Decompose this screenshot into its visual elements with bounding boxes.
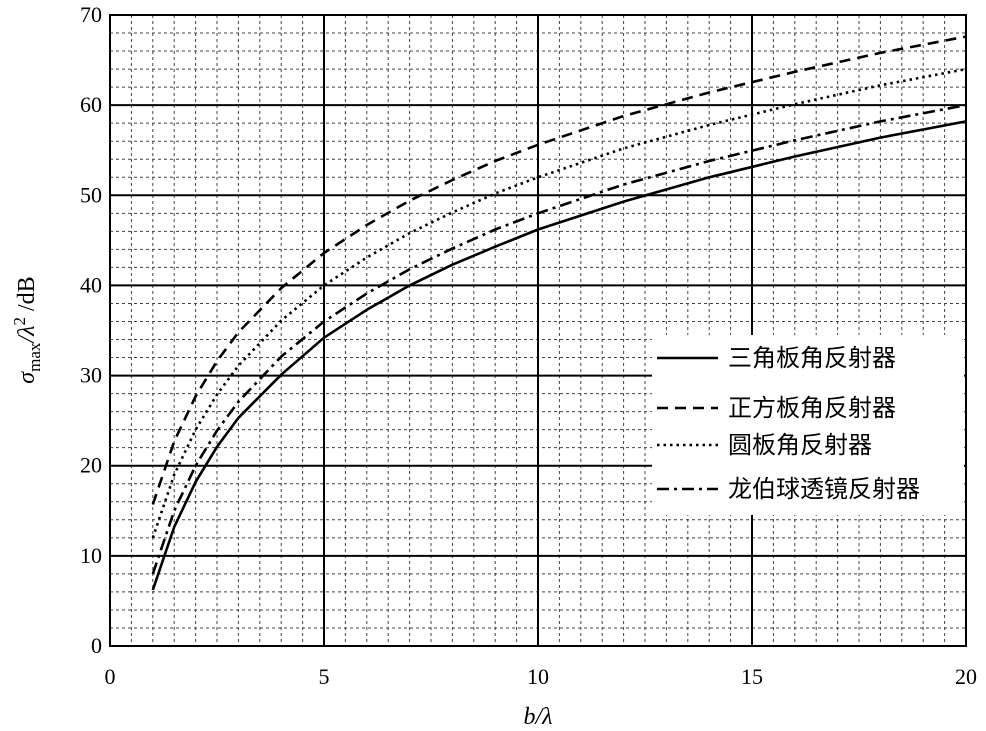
y-label-subscript: max	[25, 342, 44, 372]
x-tick-label: 20	[955, 664, 977, 689]
x-tick-label: 0	[105, 664, 116, 689]
plot-frame	[109, 14, 967, 647]
x-tick-label: 10	[527, 664, 549, 689]
series-line-4	[151, 103, 967, 575]
y-tick-label: 40	[80, 272, 102, 297]
x-tick-label: 5	[319, 664, 330, 689]
y-tick-label: 60	[80, 92, 102, 117]
y-label-superscript: 2	[10, 317, 29, 326]
y-tick-label: 20	[80, 453, 102, 478]
y-label-sigma: σ	[14, 371, 40, 384]
y-label-unit: /dB	[14, 276, 40, 317]
series-line-3	[151, 67, 967, 539]
legend-label-1: 三角板角反射器	[728, 344, 896, 372]
x-axis-label: b/λ	[523, 704, 552, 730]
y-label-lambda: /λ	[14, 326, 40, 345]
axis-ticks: 0 5 10 15 20 0 10 20 30 40 50 60 70	[80, 2, 977, 689]
y-axis-label: σmax/λ2 /dB	[10, 276, 44, 383]
x-tick-label: 15	[741, 664, 763, 689]
series-line-2	[151, 35, 967, 505]
y-tick-label: 0	[91, 633, 102, 658]
y-tick-label: 10	[80, 543, 102, 568]
legend-label-4: 龙伯球透镜反射器	[728, 475, 920, 503]
legend-background	[652, 335, 964, 515]
series-line-1	[151, 120, 967, 591]
y-tick-label: 50	[80, 182, 102, 207]
legend-label-2: 正方板角反射器	[728, 394, 896, 422]
y-tick-label: 30	[80, 363, 102, 388]
legend-label-3: 圆板角反射器	[728, 431, 872, 459]
series-lines	[151, 35, 967, 591]
y-tick-label: 70	[80, 2, 102, 27]
